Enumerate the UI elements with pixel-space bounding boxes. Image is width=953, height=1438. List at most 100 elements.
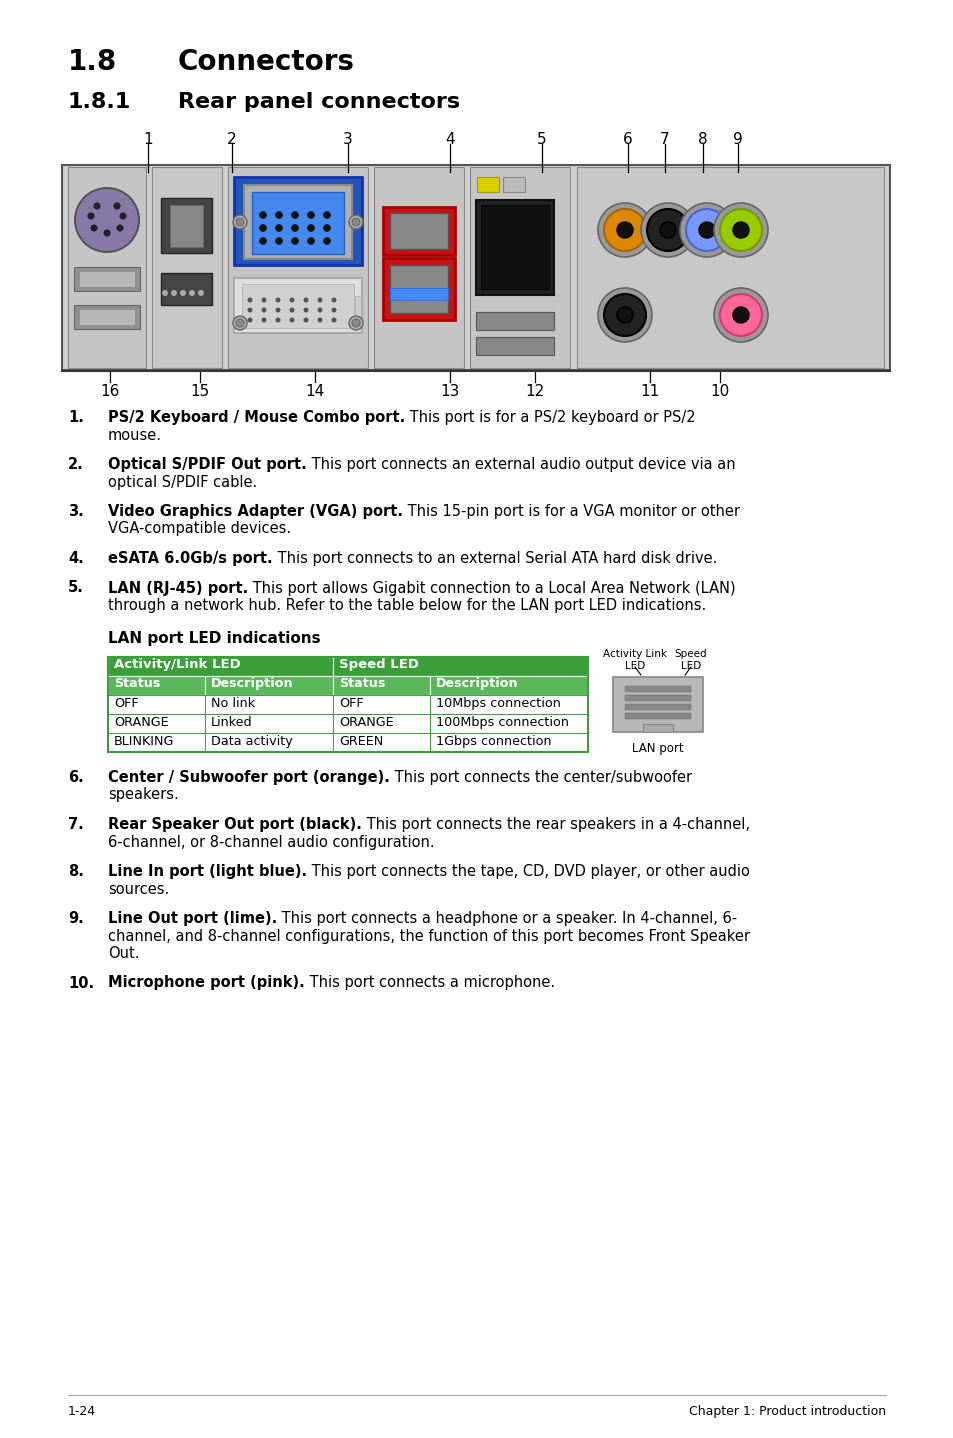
Text: 8.: 8. [68, 864, 84, 879]
Text: Speed LED: Speed LED [338, 659, 418, 672]
Circle shape [323, 211, 331, 219]
Text: 4: 4 [445, 132, 455, 147]
Circle shape [679, 203, 733, 257]
Circle shape [261, 298, 266, 302]
Bar [430, 715, 587, 733]
Text: 2.: 2. [68, 457, 84, 472]
Circle shape [162, 290, 168, 296]
Bar [68, 167, 146, 368]
Circle shape [259, 237, 267, 244]
Text: PS/2 Keyboard / Mouse Combo port.: PS/2 Keyboard / Mouse Combo port. [108, 410, 405, 426]
Circle shape [180, 290, 186, 296]
Text: OFF: OFF [113, 697, 138, 710]
Circle shape [275, 318, 280, 322]
Circle shape [713, 288, 767, 342]
Text: This port connects a headphone or a speaker. In 4-channel, 6-: This port connects a headphone or a spea… [277, 912, 737, 926]
Bar [79, 270, 135, 288]
Bar [108, 676, 205, 695]
Circle shape [233, 316, 247, 329]
Circle shape [247, 318, 253, 322]
Bar [374, 167, 463, 368]
Text: GREEN: GREEN [338, 735, 383, 748]
Text: This port connects a microphone.: This port connects a microphone. [304, 975, 555, 991]
Circle shape [349, 216, 363, 229]
Text: Optical S/PDIF Out port.: Optical S/PDIF Out port. [108, 457, 307, 472]
Bar [108, 733, 205, 752]
Circle shape [291, 224, 298, 232]
Circle shape [171, 290, 177, 296]
Bar [108, 657, 587, 752]
Text: Center / Subwoofer port (orange).: Center / Subwoofer port (orange). [108, 769, 390, 785]
Text: Data activity: Data activity [211, 735, 293, 748]
Circle shape [303, 298, 308, 302]
Bar [108, 695, 205, 715]
Circle shape [349, 316, 363, 329]
Circle shape [307, 237, 314, 244]
Bar [642, 723, 672, 732]
Circle shape [317, 308, 322, 312]
Text: Description: Description [211, 677, 294, 690]
Text: 10.: 10. [68, 975, 94, 991]
Bar [228, 167, 368, 368]
Text: 7: 7 [659, 132, 669, 147]
Bar [430, 695, 587, 715]
Circle shape [289, 318, 294, 322]
Text: This 15-pin port is for a VGA monitor or other: This 15-pin port is for a VGA monitor or… [402, 503, 740, 519]
Circle shape [113, 203, 120, 209]
Circle shape [685, 209, 727, 252]
Text: through a network hub. Refer to the table below for the LAN port LED indications: through a network hub. Refer to the tabl… [108, 598, 705, 613]
Text: speakers.: speakers. [108, 788, 178, 802]
Circle shape [646, 209, 688, 252]
Circle shape [307, 224, 314, 232]
Circle shape [116, 224, 123, 232]
Text: Microphone port (pink).: Microphone port (pink). [108, 975, 304, 991]
Circle shape [352, 319, 359, 326]
Text: 5.: 5. [68, 581, 84, 595]
Text: 6.: 6. [68, 769, 84, 785]
Text: This port is for a PS/2 keyboard or PS/2: This port is for a PS/2 keyboard or PS/2 [405, 410, 695, 426]
Bar [476, 336, 554, 355]
Bar [624, 713, 690, 719]
Text: ORANGE: ORANGE [113, 716, 169, 729]
Circle shape [261, 308, 266, 312]
Bar [476, 200, 554, 295]
Circle shape [233, 216, 247, 229]
Circle shape [307, 211, 314, 219]
Bar [74, 305, 140, 329]
Bar [480, 206, 548, 289]
Text: Description: Description [436, 677, 518, 690]
Bar [390, 213, 448, 249]
Circle shape [104, 230, 111, 236]
Bar [390, 288, 448, 301]
Bar [333, 695, 430, 715]
Bar [624, 695, 690, 700]
Text: 10: 10 [710, 384, 729, 398]
Circle shape [598, 203, 651, 257]
Text: 1Gbps connection: 1Gbps connection [436, 735, 551, 748]
Text: This port allows Gigabit connection to a Local Area Network (LAN): This port allows Gigabit connection to a… [248, 581, 735, 595]
Bar [161, 273, 212, 305]
Text: Rear Speaker Out port (black).: Rear Speaker Out port (black). [108, 817, 361, 833]
Circle shape [617, 221, 633, 239]
Circle shape [331, 308, 336, 312]
Bar [476, 312, 554, 329]
Bar [74, 267, 140, 290]
Bar [470, 167, 569, 368]
Circle shape [274, 237, 282, 244]
Circle shape [323, 237, 331, 244]
Circle shape [275, 308, 280, 312]
Circle shape [291, 237, 298, 244]
Text: Chapter 1: Product introduction: Chapter 1: Product introduction [688, 1405, 885, 1418]
Circle shape [247, 308, 253, 312]
Circle shape [617, 306, 633, 324]
Text: 7.: 7. [68, 817, 84, 833]
Circle shape [120, 213, 126, 219]
Bar [476, 177, 498, 193]
Text: Line In port (light blue).: Line In port (light blue). [108, 864, 307, 879]
Text: 100Mbps connection: 100Mbps connection [436, 716, 568, 729]
Bar [108, 715, 205, 733]
Circle shape [598, 288, 651, 342]
Circle shape [720, 209, 761, 252]
Text: 3.: 3. [68, 503, 84, 519]
Text: LAN port: LAN port [632, 742, 683, 755]
